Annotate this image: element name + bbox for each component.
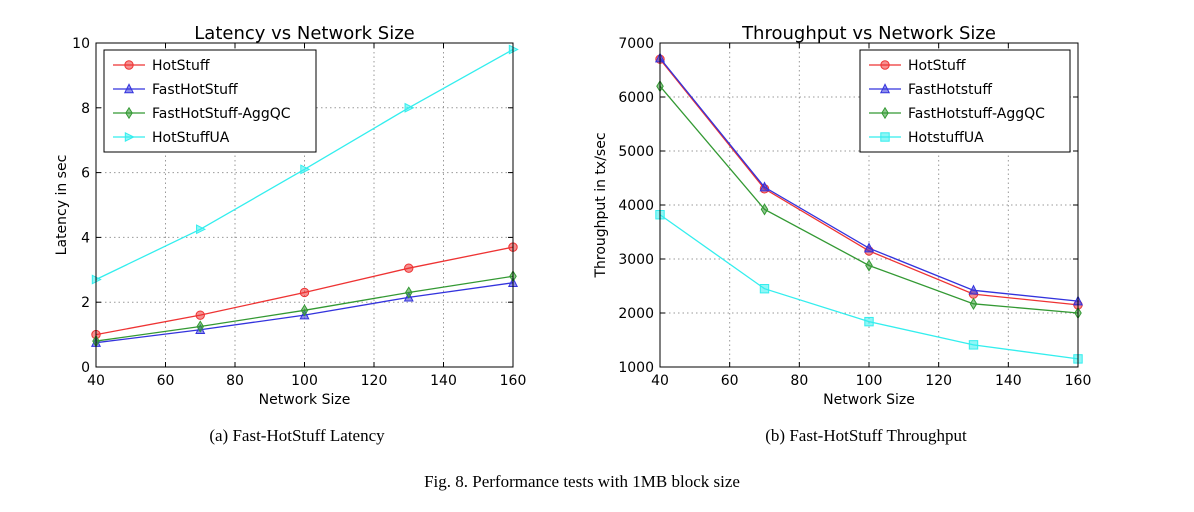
data-point — [404, 102, 415, 113]
chart-1: 40 60 80 100 120 140 160 0 2 4 6 8 10 Latency vs Netw… — [54, 23, 526, 445]
legend-label: HotstuffUA — [908, 130, 984, 146]
legend-marker — [124, 131, 135, 143]
data-point — [760, 203, 769, 216]
x-tick-label: 60 — [721, 373, 739, 389]
series-3 — [656, 80, 1082, 320]
chart-title: Throughput vs Network Size — [741, 23, 996, 44]
x-axis-label: Network Size — [259, 392, 351, 408]
legend-label: HotStuffUA — [152, 130, 230, 146]
series-2 — [654, 52, 1084, 306]
legend-label: FastHotStuff-AggQC — [152, 106, 291, 122]
y-tick-label: 2000 — [618, 306, 654, 322]
x-tick-label: 120 — [361, 373, 388, 389]
data-point — [863, 242, 875, 253]
series-3 — [92, 270, 517, 348]
y-tick-label: 3000 — [618, 252, 654, 268]
y-tick-label: 1000 — [618, 360, 654, 376]
y-tick-label: 7000 — [618, 36, 654, 52]
y-axis-label: Throughput in tx/sec — [593, 132, 609, 278]
data-point — [300, 164, 311, 175]
legend-box — [859, 49, 1071, 153]
data-point — [196, 320, 205, 333]
y-tick-label: 10 — [72, 36, 90, 52]
legend-item: FastHotStuff — [113, 82, 238, 98]
legend-item: HotStuff — [869, 58, 966, 74]
y-axis-label: Latency in sec — [54, 155, 70, 256]
legend-label: HotStuff — [908, 58, 966, 74]
data-point — [300, 304, 309, 317]
data-point — [968, 284, 979, 295]
legend-label: HotStuff — [152, 58, 210, 74]
x-tick-label: 160 — [1065, 373, 1092, 389]
legend-marker — [124, 60, 134, 70]
x-tick-label: 120 — [925, 373, 952, 389]
y-tick-label: 8 — [81, 101, 90, 117]
data-point — [864, 316, 874, 327]
chart-title: Latency vs Network Size — [194, 23, 414, 44]
chart-2: 40 60 80 100 120 140 160 1000 2000 3000 4000 5000 60… — [593, 23, 1091, 445]
x-axis-label: Network Size — [823, 392, 915, 408]
legend-box — [103, 49, 317, 153]
y-tick-label: 6 — [81, 166, 90, 182]
legend-label: FastHotstuff — [908, 82, 992, 98]
x-tick-label: 40 — [87, 373, 105, 389]
data-point — [196, 224, 207, 235]
data-point — [195, 310, 205, 320]
legend-item: FastHotstuff — [869, 82, 992, 98]
legend-marker — [123, 83, 135, 94]
data-point — [759, 284, 770, 294]
data-point — [968, 340, 979, 350]
legend-item: FastHotStuff-AggQC — [113, 106, 291, 122]
legend-label: FastHotStuff — [152, 82, 238, 98]
y-tick-label: 6000 — [618, 90, 654, 106]
plot-frame — [95, 42, 514, 368]
y-tick-label: 2 — [81, 295, 90, 311]
legend: HotStuff FastHotstuff FastHotstuff-AggQC Ho… — [859, 49, 1071, 153]
legend-label: FastHotstuff-AggQC — [908, 106, 1045, 122]
data-point — [969, 297, 978, 310]
figure-caption: Fig. 8. Performance tests with 1MB block… — [424, 472, 740, 491]
legend-item: HotStuffUA — [113, 130, 230, 146]
legend-marker — [881, 106, 889, 120]
series-4 — [91, 44, 519, 285]
legend-marker — [880, 132, 890, 142]
legend-marker — [880, 60, 890, 70]
legend: HotStuff FastHotStuff FastHotStuff-AggQC Ho… — [103, 49, 317, 153]
subfigure-caption: (b) Fast-HotStuff Throughput — [765, 426, 967, 445]
y-tick-label: 0 — [81, 360, 90, 376]
data-point — [865, 259, 873, 272]
x-tick-label: 140 — [995, 373, 1022, 389]
y-tick-label: 4000 — [618, 198, 654, 214]
data-point — [759, 181, 770, 192]
x-tick-label: 60 — [157, 373, 175, 389]
legend-item: HotStuff — [113, 58, 210, 74]
y-tick-label: 4 — [81, 230, 90, 246]
x-tick-label: 160 — [500, 373, 527, 389]
x-tick-label: 100 — [291, 373, 318, 389]
data-point — [404, 263, 414, 273]
x-tick-label: 80 — [790, 373, 808, 389]
legend-item: FastHotstuff-AggQC — [869, 106, 1045, 122]
data-point — [404, 286, 413, 299]
x-tick-label: 100 — [856, 373, 883, 389]
x-tick-label: 140 — [430, 373, 457, 389]
plot-frame — [659, 42, 1079, 368]
y-tick-label: 5000 — [618, 144, 654, 160]
legend-marker — [125, 106, 133, 120]
legend-item: HotstuffUA — [869, 130, 984, 146]
x-tick-label: 40 — [651, 373, 669, 389]
x-tick-label: 80 — [226, 373, 244, 389]
legend-marker — [879, 83, 891, 94]
subfigure-caption: (a) Fast-HotStuff Latency — [209, 426, 385, 445]
data-point — [299, 287, 310, 298]
